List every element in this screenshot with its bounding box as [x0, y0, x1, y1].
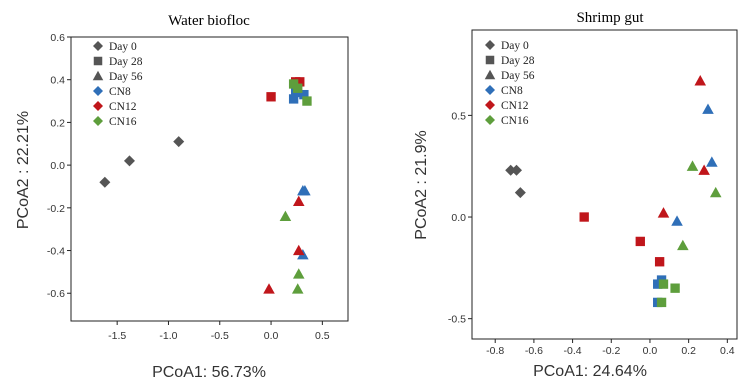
data-point: [279, 210, 292, 221]
legend-label: Day 56: [501, 70, 535, 82]
plot-frame: [471, 29, 738, 340]
y-tick-label: 0.0: [50, 160, 65, 172]
legend-marker: [93, 41, 103, 51]
y-tick-label: -0.2: [47, 203, 65, 215]
y-tick-label: 0.2: [50, 117, 65, 129]
chart-title: Shrimp gut: [576, 10, 644, 26]
y-axis-label: PCoA2 : 21.9%: [413, 130, 430, 239]
legend-label: Day 0: [501, 40, 529, 52]
y-tick-label: 0.4: [50, 75, 65, 87]
legend-marker: [485, 85, 495, 95]
x-axis: -0.8 -0.6 -0.4 -0.2 0.0 0.2 0.4: [486, 339, 735, 357]
legend-label: Day 0: [109, 41, 137, 53]
x-axis: -1.5 -1.0 -0.5 0.0 0.5: [108, 321, 330, 342]
data-point: [292, 268, 305, 279]
data-point: [263, 283, 275, 294]
data-point: [505, 164, 517, 176]
data-point: [299, 89, 309, 100]
data-point: [510, 164, 522, 176]
data-point: [658, 279, 669, 289]
x-tick-label: -0.5: [211, 330, 229, 342]
legend-label: Day 56: [109, 71, 143, 83]
y-tick-label: -0.5: [448, 314, 466, 326]
x-axis-label: PCoA1: 56.73%: [152, 364, 266, 381]
legend-label: CN8: [501, 85, 523, 97]
legend-marker: [93, 56, 103, 66]
legend-label: Day 28: [501, 55, 535, 67]
legend-marker: [484, 69, 496, 80]
y-tick-label: -0.4: [47, 246, 65, 258]
legend: Day 0 Day 28 Day 56 CN8 CN12 CN16: [484, 40, 535, 127]
x-axis-label: PCoA1: 24.64%: [533, 363, 647, 380]
x-tick-label: -0.6: [525, 345, 543, 357]
data-point: [292, 244, 305, 256]
x-tick-label: -0.4: [564, 345, 582, 357]
x-tick-label: -0.8: [486, 345, 504, 357]
legend-label: CN8: [109, 86, 131, 98]
data-points: [99, 77, 312, 294]
legend-marker: [92, 70, 104, 81]
x-tick-label: 0.2: [681, 345, 696, 357]
legend-marker: [485, 100, 495, 110]
data-points: [505, 75, 722, 308]
x-tick-label: -1.0: [159, 330, 177, 342]
legend: Day 0 Day 28 Day 56 CN8 CN12 CN16: [92, 41, 143, 128]
data-point: [698, 164, 710, 175]
legend-marker: [93, 86, 103, 96]
y-axis: -0.6 -0.4 -0.2 0.0 0.2 0.4 0.6: [47, 32, 71, 300]
data-point: [173, 136, 185, 148]
legend-marker: [485, 55, 495, 65]
x-tick-label: -1.5: [108, 330, 126, 342]
data-point: [670, 283, 680, 293]
x-tick-label: 0.4: [720, 345, 735, 357]
data-point: [123, 155, 135, 167]
data-point: [99, 176, 111, 188]
legend-label: CN16: [109, 116, 137, 128]
x-tick-label: 0.5: [315, 330, 330, 342]
data-point: [292, 195, 305, 207]
data-point: [635, 236, 645, 247]
y-tick-label: -0.6: [47, 288, 65, 300]
data-point: [293, 83, 303, 93]
data-point: [671, 215, 683, 226]
legend-marker: [485, 40, 495, 50]
y-tick-label: 0.0: [451, 212, 466, 224]
y-tick-label: 0.6: [50, 32, 65, 44]
data-point: [288, 94, 299, 104]
y-axis: -0.5 0.0 0.5: [448, 110, 472, 326]
water-biofloc-panel: Water biofloc -1.5 -1.0 -0.5 0.0 0.5 -0.6-0.…: [15, 13, 349, 381]
data-point: [677, 239, 689, 251]
chart-title: Water biofloc: [168, 13, 250, 29]
legend-marker: [93, 116, 103, 126]
data-point: [295, 77, 305, 87]
x-tick-label: -0.2: [602, 345, 620, 357]
shrimp-gut-panel: Shrimp gut -0.8 -0.6 -0.4 -0.2 0.0 0.2 0.4 -0.…: [413, 10, 738, 380]
y-tick-label: 0.5: [451, 110, 466, 122]
legend-label: CN12: [109, 101, 137, 113]
data-point: [656, 297, 667, 308]
data-point: [266, 92, 276, 102]
data-point: [579, 212, 589, 222]
data-point: [709, 186, 722, 198]
data-point: [514, 187, 526, 199]
y-axis-label: PCoA2 : 22.21%: [15, 111, 32, 229]
x-tick-label: 0.0: [643, 345, 658, 357]
data-point: [694, 75, 707, 86]
data-point: [706, 156, 718, 167]
data-point: [686, 160, 699, 171]
legend-label: CN16: [501, 115, 529, 127]
data-point: [291, 283, 304, 294]
legend-marker: [485, 115, 495, 125]
data-point: [657, 207, 670, 218]
legend-label: Day 28: [109, 56, 143, 68]
legend-marker: [93, 101, 103, 111]
x-tick-label: 0.0: [264, 330, 279, 342]
data-point: [299, 184, 311, 196]
plot-frame: [70, 36, 349, 322]
data-point: [702, 103, 714, 114]
legend-label: CN12: [501, 100, 529, 112]
data-point: [302, 96, 312, 106]
data-point: [654, 257, 665, 267]
